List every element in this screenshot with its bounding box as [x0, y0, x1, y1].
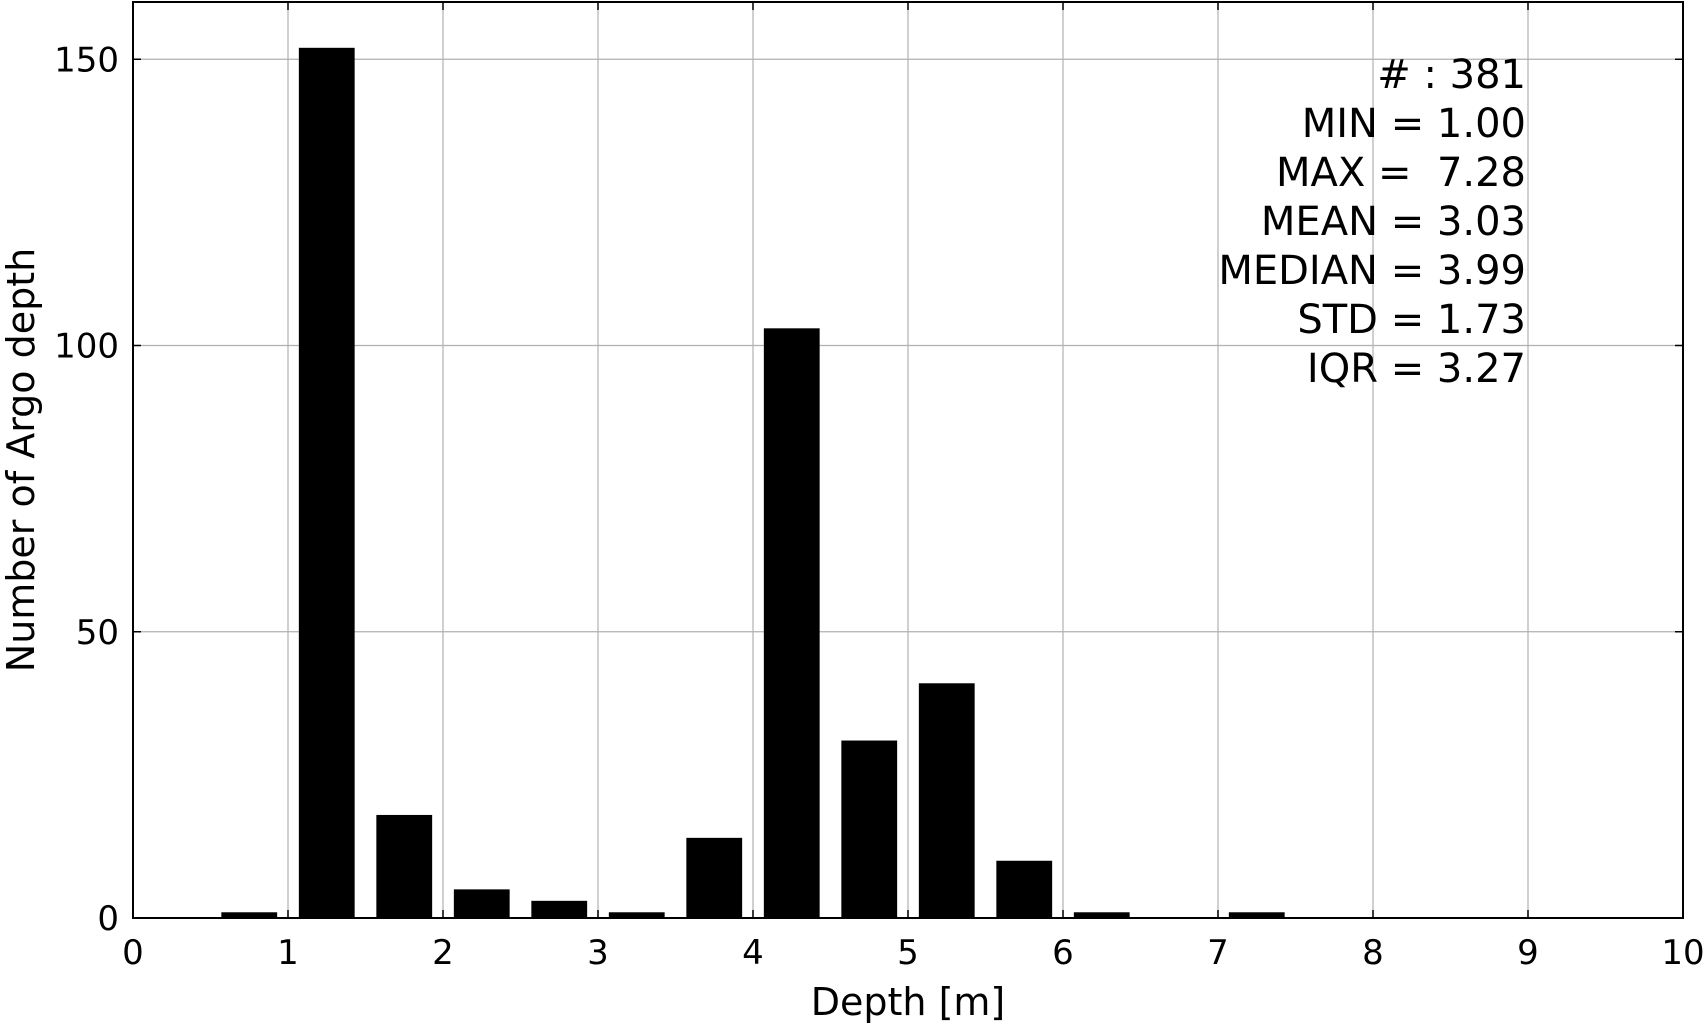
histogram-bar	[918, 683, 975, 918]
y-tick-label: 0	[97, 899, 119, 939]
histogram-bar	[1073, 912, 1130, 918]
x-tick-label: 9	[1517, 933, 1539, 973]
x-tick-label: 8	[1362, 933, 1384, 973]
x-tick-label: 0	[122, 933, 144, 973]
histogram-bar	[841, 740, 898, 918]
stats-line: MEAN = 3.03	[1261, 199, 1526, 245]
stats-line: IQR = 3.27	[1307, 346, 1526, 392]
x-tick-label: 7	[1207, 933, 1229, 973]
x-tick-label: 6	[1052, 933, 1074, 973]
x-tick-label: 3	[587, 933, 609, 973]
y-tick-label: 50	[76, 613, 119, 653]
y-axis-label: Number of Argo depth	[0, 248, 43, 672]
stats-line: MIN = 1.00	[1302, 101, 1526, 147]
y-tick-label: 150	[54, 40, 119, 80]
x-tick-label: 4	[742, 933, 764, 973]
histogram-bar	[763, 328, 820, 918]
histogram-bar	[453, 889, 510, 918]
x-tick-label: 10	[1661, 933, 1704, 973]
histogram-bar	[221, 912, 278, 918]
x-tick-label: 2	[432, 933, 454, 973]
x-tick-label: 5	[897, 933, 919, 973]
x-axis-label: Depth [m]	[811, 980, 1006, 1024]
histogram-bar	[376, 814, 433, 918]
bars	[221, 47, 1285, 919]
histogram-bar	[1228, 912, 1285, 918]
stats-line: MAX = 7.28	[1276, 150, 1526, 196]
stats-line: STD = 1.73	[1297, 297, 1526, 343]
stats-line: MEDIAN = 3.99	[1218, 248, 1526, 294]
histogram-bar	[608, 912, 665, 918]
histogram-bar	[686, 837, 743, 918]
histogram-bar	[298, 47, 355, 919]
histogram-bar	[996, 860, 1053, 918]
histogram-bar	[531, 900, 588, 918]
x-tick-label: 1	[277, 933, 299, 973]
stats-line: # : 381	[1377, 52, 1526, 98]
y-tick-label: 100	[54, 327, 119, 367]
